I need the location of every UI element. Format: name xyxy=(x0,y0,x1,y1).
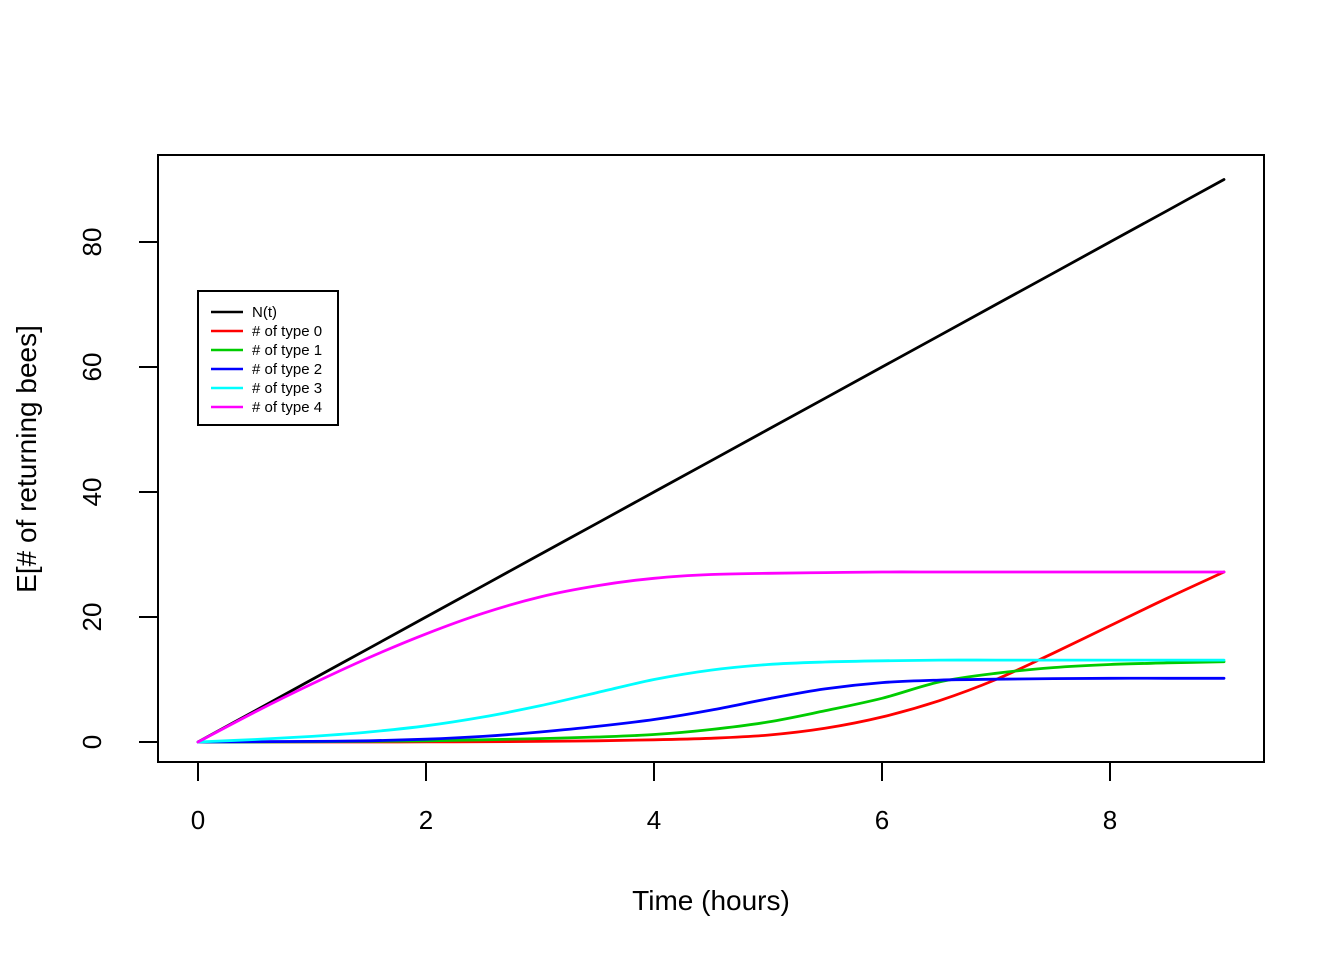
legend-entry-label: # of type 4 xyxy=(252,399,322,416)
y-axis-tick-label: 40 xyxy=(77,478,107,507)
x-axis-tick-label: 8 xyxy=(1103,805,1117,835)
y-axis-tick-label: 0 xyxy=(77,735,107,749)
x-axis-tick-label: 4 xyxy=(647,805,661,835)
y-axis-title: E[# of returning bees] xyxy=(11,325,42,593)
x-axis-tick-label: 6 xyxy=(875,805,889,835)
legend-entry-label: # of type 0 xyxy=(252,323,322,340)
series-line-of-type-3 xyxy=(196,658,1226,744)
series-line-of-type-4 xyxy=(196,570,1226,744)
y-axis-tick-label: 60 xyxy=(77,353,107,382)
x-axis-title: Time (hours) xyxy=(632,885,790,916)
legend-entry-label: # of type 1 xyxy=(252,342,322,359)
plot-box xyxy=(157,154,1265,763)
legend-entry-label: N(t) xyxy=(252,304,277,321)
series-line-of-type-2 xyxy=(196,676,1226,744)
series-line-of-type-1 xyxy=(196,660,1226,744)
x-axis-tick-label: 2 xyxy=(419,805,433,835)
series-lines xyxy=(196,178,1226,744)
y-axis-tick-label: 80 xyxy=(77,228,107,257)
legend-box xyxy=(197,290,339,426)
series-line-n-t xyxy=(196,178,1226,744)
x-axis-tick-label: 0 xyxy=(191,805,205,835)
y-axis-tick-label: 20 xyxy=(77,603,107,632)
legend-entry-label: # of type 3 xyxy=(252,380,322,397)
legend-entry-label: # of type 2 xyxy=(252,361,322,378)
legend: N(t) # of type 0 # of type 1 # of type 2 # o… xyxy=(197,290,339,426)
